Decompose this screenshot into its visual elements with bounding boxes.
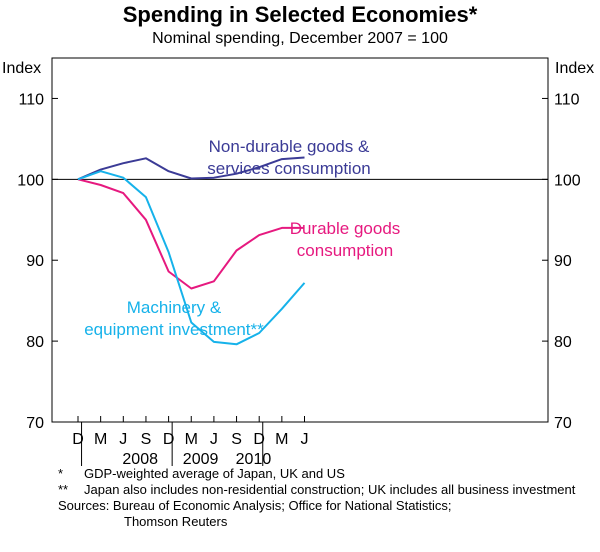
y-axis-title-right: Index <box>555 60 594 77</box>
x-tick-label: S <box>141 431 152 448</box>
y-tick-label-left: 70 <box>26 415 44 432</box>
y-tick-label-left: 100 <box>17 172 44 189</box>
series-label-3: equipment investment** <box>84 320 264 339</box>
x-tick-label: J <box>119 431 127 448</box>
series-line-1 <box>77 156 305 181</box>
x-tick-label: D <box>72 431 84 448</box>
series-label-1: services consumption <box>207 159 370 178</box>
y-tick-label-right: 110 <box>554 91 580 108</box>
year-label: 2009 <box>183 451 219 468</box>
series-label-1: Non-durable goods & <box>209 137 370 156</box>
footnote-1-text: GDP-weighted average of Japan, UK and US <box>84 466 345 481</box>
series-line-3 <box>77 170 306 346</box>
y-tick-label-left: 110 <box>18 91 44 108</box>
y-tick-label-right: 80 <box>554 334 572 351</box>
x-tick-label: D <box>163 431 175 448</box>
footnote-1-mark: * <box>58 466 64 481</box>
series-line-2 <box>77 178 305 290</box>
x-tick-label: S <box>231 431 242 448</box>
x-tick-label: J <box>210 431 218 448</box>
x-tick-label: J <box>301 431 309 448</box>
sources-line-1: Sources: Bureau of Economic Analysis; Of… <box>58 498 452 513</box>
x-tick-label: M <box>275 431 288 448</box>
year-label: 2008 <box>122 451 158 468</box>
y-tick-label-left: 90 <box>26 253 44 270</box>
x-tick-label: M <box>94 431 107 448</box>
footnotes: * GDP-weighted average of Japan, UK and … <box>58 466 588 530</box>
series-label-2: consumption <box>297 241 393 260</box>
chart-subtitle: Nominal spending, December 2007 = 100 <box>152 30 448 47</box>
sources-line-2: Thomson Reuters <box>124 514 228 529</box>
y-tick-label-right: 70 <box>554 415 572 432</box>
plot-frame <box>51 57 549 423</box>
y-tick-label-right: 100 <box>554 172 581 189</box>
series-label-3: Machinery & <box>127 298 222 317</box>
year-label: 2010 <box>236 451 272 468</box>
x-tick-label: D <box>253 431 265 448</box>
chart-title: Spending in Selected Economies* <box>122 2 478 27</box>
x-tick-label: M <box>185 431 198 448</box>
y-tick-label-left: 80 <box>26 334 44 351</box>
y-tick-label-right: 90 <box>554 253 572 270</box>
footnote-2-mark: ** <box>58 482 69 497</box>
footnote-2: ** Japan also includes non-residential c… <box>58 482 588 498</box>
footnote-1: * GDP-weighted average of Japan, UK and … <box>58 466 588 482</box>
footnote-2-text: Japan also includes non-residential cons… <box>84 482 576 497</box>
series-label-2: Durable goods <box>290 219 401 238</box>
y-axis-title-left: Index <box>2 60 41 77</box>
